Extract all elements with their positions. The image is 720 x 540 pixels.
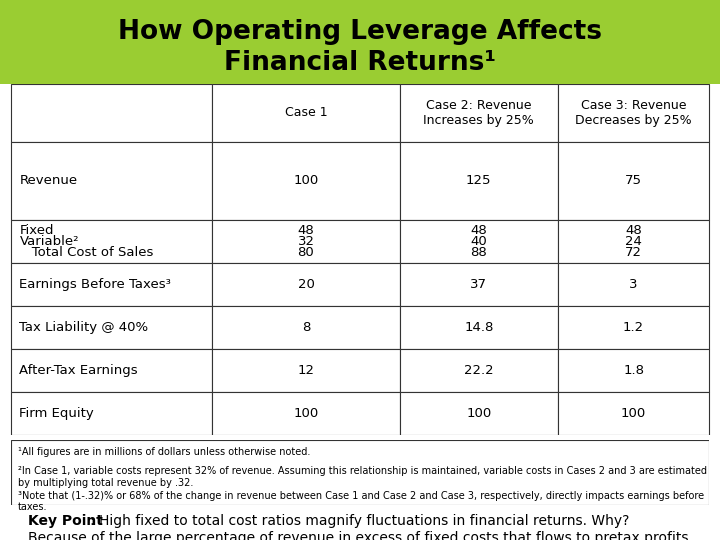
Text: 3: 3 xyxy=(629,278,638,291)
Text: 22.2: 22.2 xyxy=(464,364,494,377)
Text: 48: 48 xyxy=(625,224,642,237)
Bar xyxy=(11,142,212,220)
Bar xyxy=(212,84,400,142)
Bar xyxy=(212,263,400,306)
Bar xyxy=(400,142,558,220)
Text: After-Tax Earnings: After-Tax Earnings xyxy=(19,364,138,377)
Text: How Operating Leverage Affects: How Operating Leverage Affects xyxy=(118,19,602,45)
Text: Key Point: Key Point xyxy=(28,514,103,528)
Bar xyxy=(400,306,558,349)
Text: 125: 125 xyxy=(466,174,492,187)
Text: 37: 37 xyxy=(470,278,487,291)
Bar xyxy=(212,220,400,263)
Text: Case 3: Revenue
Decreases by 25%: Case 3: Revenue Decreases by 25% xyxy=(575,99,692,127)
Text: 12: 12 xyxy=(297,364,315,377)
Bar xyxy=(11,306,212,349)
Text: Earnings Before Taxes³: Earnings Before Taxes³ xyxy=(19,278,171,291)
Text: Total Cost of Sales: Total Cost of Sales xyxy=(19,246,154,259)
Text: Because of the large percentage of revenue in excess of fixed costs that flows t: Because of the large percentage of reven… xyxy=(28,531,693,540)
Bar xyxy=(400,84,558,142)
Text: 14.8: 14.8 xyxy=(464,321,493,334)
Bar xyxy=(212,306,400,349)
Text: Variable²: Variable² xyxy=(19,235,79,248)
Bar xyxy=(11,349,212,392)
Bar xyxy=(11,392,212,435)
Text: 24: 24 xyxy=(625,235,642,248)
Bar xyxy=(558,306,709,349)
Text: 100: 100 xyxy=(466,407,492,420)
Text: 20: 20 xyxy=(297,278,315,291)
Text: 8: 8 xyxy=(302,321,310,334)
Text: 100: 100 xyxy=(293,407,319,420)
Bar xyxy=(400,349,558,392)
Bar xyxy=(11,220,212,263)
Text: Case 1: Case 1 xyxy=(284,106,328,119)
Text: ³Note that (1-.32)% or 68% of the change in revenue between Case 1 and Case 2 an: ³Note that (1-.32)% or 68% of the change… xyxy=(18,491,704,512)
Text: Case 2: Revenue
Increases by 25%: Case 2: Revenue Increases by 25% xyxy=(423,99,534,127)
Bar xyxy=(400,220,558,263)
Text: 1.8: 1.8 xyxy=(623,364,644,377)
Bar xyxy=(400,392,558,435)
Text: 1.2: 1.2 xyxy=(623,321,644,334)
Bar xyxy=(212,349,400,392)
Text: ¹All figures are in millions of dollars unless otherwise noted.: ¹All figures are in millions of dollars … xyxy=(18,447,310,457)
Text: 48: 48 xyxy=(470,224,487,237)
Text: : High fixed to total cost ratios magnify fluctuations in financial returns. Why: : High fixed to total cost ratios magnif… xyxy=(90,514,629,528)
Bar xyxy=(400,263,558,306)
Text: 100: 100 xyxy=(293,174,319,187)
Bar xyxy=(11,84,212,142)
Bar xyxy=(11,263,212,306)
Bar xyxy=(558,349,709,392)
Bar xyxy=(212,142,400,220)
Text: 40: 40 xyxy=(470,235,487,248)
Text: Tax Liability @ 40%: Tax Liability @ 40% xyxy=(19,321,148,334)
Text: 75: 75 xyxy=(625,174,642,187)
Text: Firm Equity: Firm Equity xyxy=(19,407,94,420)
Text: 80: 80 xyxy=(297,246,315,259)
Bar xyxy=(558,84,709,142)
Bar xyxy=(558,392,709,435)
Bar xyxy=(212,392,400,435)
Text: 32: 32 xyxy=(297,235,315,248)
Text: 88: 88 xyxy=(470,246,487,259)
Text: 48: 48 xyxy=(297,224,315,237)
Text: 72: 72 xyxy=(625,246,642,259)
Text: Fixed: Fixed xyxy=(19,224,54,237)
Text: Revenue: Revenue xyxy=(19,174,78,187)
Bar xyxy=(558,142,709,220)
Bar xyxy=(558,263,709,306)
Text: 100: 100 xyxy=(621,407,647,420)
Text: ²In Case 1, variable costs represent 32% of revenue. Assuming this relationship : ²In Case 1, variable costs represent 32%… xyxy=(18,466,707,488)
Text: Financial Returns¹: Financial Returns¹ xyxy=(224,50,496,76)
Bar xyxy=(558,220,709,263)
